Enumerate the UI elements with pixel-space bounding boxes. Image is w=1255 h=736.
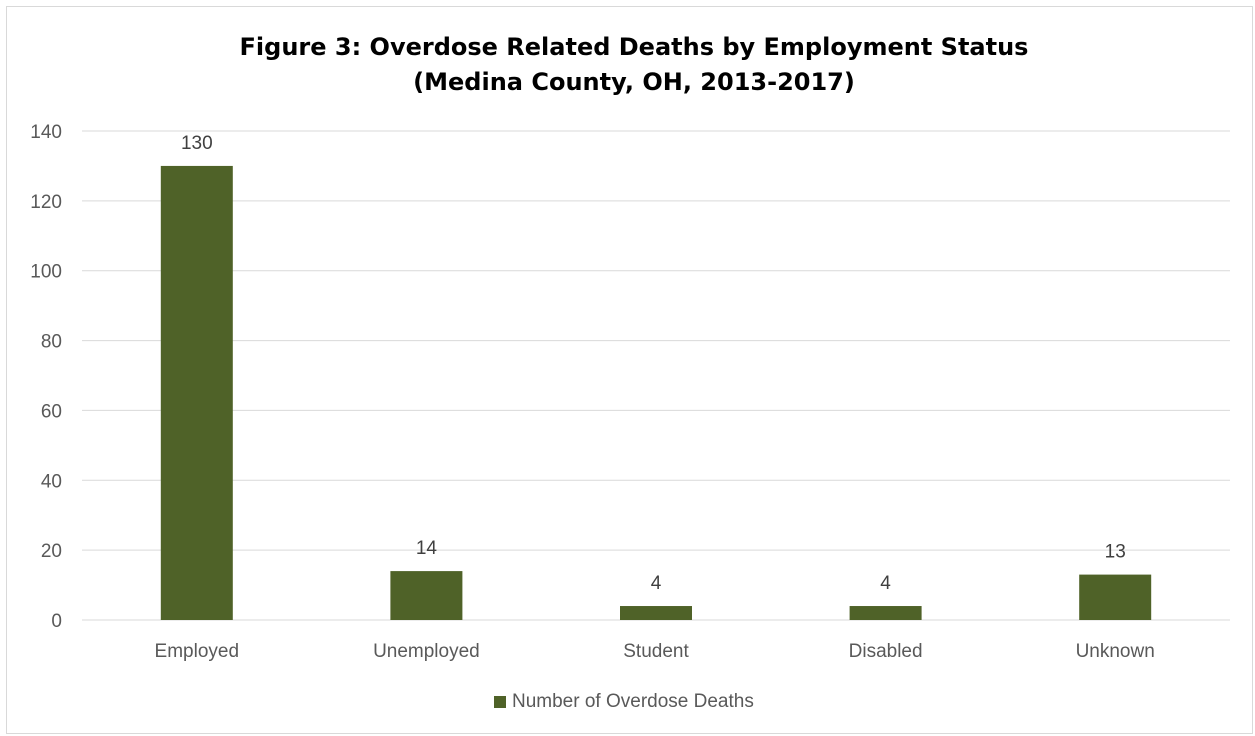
x-tick-label: Employed — [155, 641, 240, 662]
bars — [160, 165, 1152, 620]
y-tick-label: 20 — [41, 541, 62, 562]
legend-swatch — [494, 696, 506, 708]
y-tick-label: 40 — [41, 471, 62, 492]
data-label-unemployed: 14 — [416, 538, 438, 559]
y-axis-tick-labels: 0 20 40 60 80 100 120 140 — [30, 122, 62, 632]
x-tick-label: Student — [623, 641, 689, 662]
y-tick-label: 80 — [41, 332, 62, 353]
x-tick-label: Disabled — [849, 641, 923, 662]
y-tick-label: 0 — [51, 611, 62, 632]
chart-subtitle: (Medina County, OH, 2013-2017) — [413, 68, 855, 96]
legend: Number of Overdose Deaths — [494, 689, 754, 715]
chart-title: Figure 3: Overdose Related Deaths by Emp… — [0, 30, 1255, 100]
data-label-unknown: 13 — [1105, 542, 1126, 563]
bar-disabled — [849, 606, 922, 620]
bar-employed — [160, 165, 233, 620]
x-axis-tick-labels: Employed Unemployed Student Disabled Unknown — [155, 641, 1155, 662]
x-tick-label: Unknown — [1076, 641, 1155, 662]
y-tick-label: 120 — [30, 192, 62, 213]
bar-unknown — [1079, 574, 1152, 620]
gridlines — [82, 130, 1230, 621]
x-tick-label: Unemployed — [373, 641, 480, 662]
data-label-disabled: 4 — [880, 573, 891, 594]
data-label-employed: 130 — [181, 133, 213, 154]
y-tick-label: 100 — [30, 262, 62, 283]
data-labels: 130 14 4 4 13 — [181, 133, 1126, 594]
bar-student — [620, 606, 692, 620]
legend-label: Number of Overdose Deaths — [512, 691, 754, 712]
y-tick-label: 60 — [41, 401, 62, 422]
bar-unemployed — [390, 571, 463, 620]
data-label-student: 4 — [651, 573, 662, 594]
chart-title-line1: Figure 3: Overdose Related Deaths by Emp… — [239, 33, 1029, 61]
y-tick-label: 140 — [30, 122, 62, 143]
